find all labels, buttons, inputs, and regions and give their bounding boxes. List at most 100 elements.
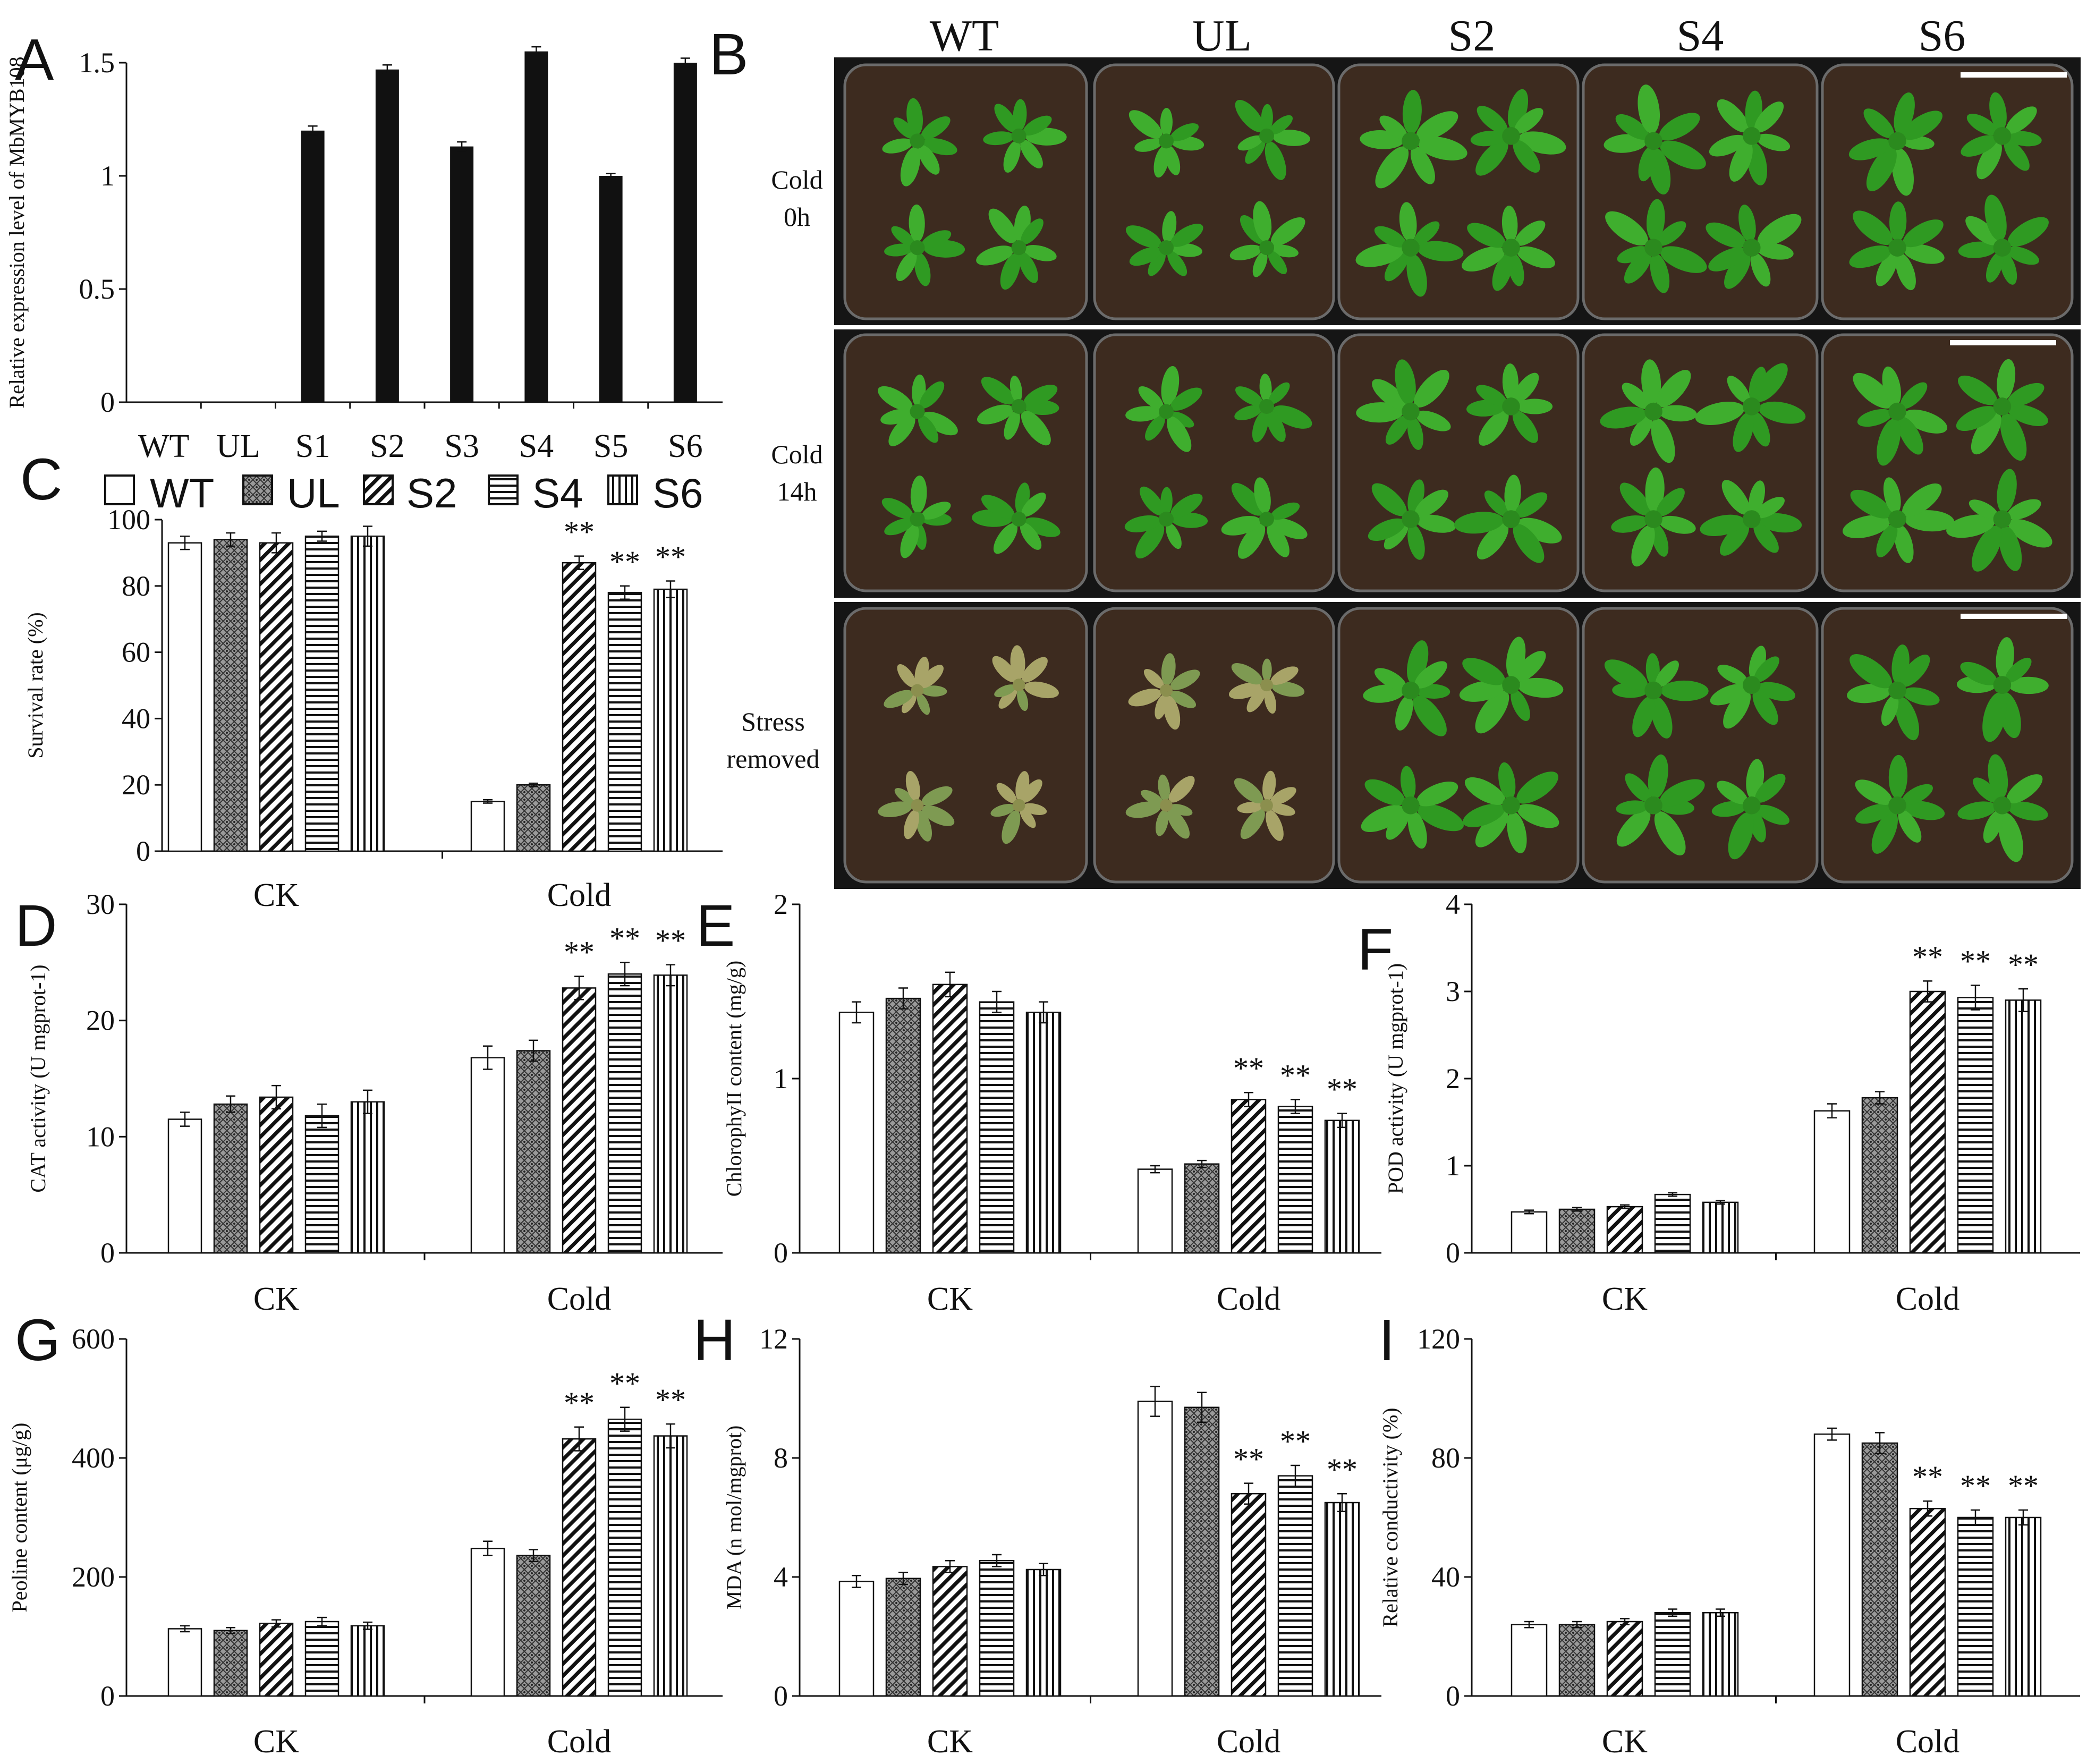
photo-row-divider (834, 598, 2081, 602)
plant-leaf (1986, 252, 2004, 283)
plant-center (1888, 132, 1906, 150)
plant-leaf (1416, 514, 1456, 533)
plant-leaf (1876, 523, 1898, 557)
legend-swatch-wt (104, 474, 135, 505)
bar-s4-ck (304, 1621, 340, 1697)
bar-s6-ck (1025, 1568, 1062, 1697)
plant-leaf (917, 693, 930, 715)
plant-leaf (1717, 99, 1749, 133)
plant-leaf (1415, 410, 1451, 431)
bar-wt-ck (167, 1118, 202, 1254)
plant-leaf (905, 770, 920, 801)
y-tick-label: 400 (72, 1442, 115, 1474)
legend-label-s4: S4 (532, 470, 583, 516)
photo-column-label: S2 (1448, 11, 1496, 61)
plant-leaf (1134, 138, 1163, 152)
plant-leaf (1882, 366, 1901, 406)
plant-leaf (1659, 405, 1697, 422)
plant-leaf (1738, 205, 1756, 242)
plant-leaf (1140, 486, 1165, 516)
plant-leaf (1891, 148, 1914, 196)
photo-column-label: WT (930, 11, 999, 61)
x-group-label: CK (253, 1281, 299, 1317)
plant-leaf (1983, 810, 2003, 843)
plant-leaf (1755, 774, 1786, 803)
pot (1821, 63, 2074, 320)
panel-label-h: H (693, 1308, 735, 1373)
plant-leaf (1615, 114, 1649, 140)
y-axis-label: MDA (n mol/mgprot) (722, 1426, 746, 1610)
bar-s2-ck (1606, 1621, 1643, 1697)
plant-leaf (1268, 382, 1290, 404)
plant-center (910, 512, 925, 527)
y-tick-label: 80 (1431, 1442, 1460, 1474)
plant-leaf (1262, 770, 1276, 801)
plant-leaf (1754, 656, 1779, 683)
plant-leaf (1470, 131, 1506, 147)
plant-leaf (1169, 690, 1197, 708)
panel-label-e: E (696, 893, 735, 959)
significance-marker: ** (655, 539, 686, 574)
plant-leaf (1021, 657, 1048, 683)
plant-leaf (884, 518, 913, 536)
plant-leaf (1996, 637, 2014, 679)
plant-leaf (881, 498, 913, 519)
significance-marker: ** (1233, 1442, 1264, 1477)
x-tick-label: S6 (668, 428, 702, 464)
bar-ul-ck (885, 1578, 921, 1697)
plant-leaf (878, 801, 912, 818)
y-tick-label: 0 (100, 1237, 115, 1269)
bar-wt-cold (470, 1547, 505, 1697)
y-tick-label: 4 (1446, 888, 1460, 920)
plant-leaf (1414, 370, 1449, 408)
plant-leaf (1516, 246, 1555, 268)
pot (1337, 607, 1580, 884)
plant-leaf (1513, 524, 1545, 563)
bar-s2-cold (562, 987, 597, 1254)
legend-swatch-s2 (363, 474, 394, 505)
plant-leaf (1645, 653, 1660, 686)
plant-center (1743, 796, 1761, 815)
plant-leaf (1619, 482, 1651, 516)
plant-leaf (2007, 246, 2039, 265)
plant-leaf (1898, 810, 1922, 843)
plant-leaf (1976, 141, 2002, 180)
photo-column-label: UL (1192, 11, 1252, 61)
plant-center (1888, 681, 1906, 700)
plant-leaf (1956, 406, 1997, 431)
plant-leaf (1651, 418, 1675, 463)
photo-row-label: 14h (777, 477, 817, 506)
plant-leaf (1755, 497, 1785, 519)
plant-leaf (998, 687, 1017, 709)
y-axis-label: Peoline content (μg/g) (7, 1423, 31, 1613)
photo-column-label: S6 (1919, 11, 1966, 61)
photo-panel-b (834, 57, 2081, 889)
bar-wt-ck (838, 1581, 875, 1697)
plant-leaf (1129, 110, 1163, 139)
plant-leaf (1853, 372, 1893, 409)
chart-d-cat: 0 10 20 30 CAT activity (U mgprot-1) CK ** ** **… (26, 888, 723, 1317)
plant-leaf (1477, 106, 1508, 134)
plant-leaf (1969, 499, 1998, 519)
plant-leaf (1903, 244, 1945, 264)
plant-leaf (1515, 492, 1548, 518)
plant-leaf (906, 98, 923, 135)
x-tick-label: UL (216, 428, 260, 464)
pot (1093, 607, 1335, 884)
bar-s6-cold (653, 588, 688, 852)
plant-leaf (1638, 84, 1660, 134)
plant-center (1888, 239, 1906, 257)
plant-leaf (994, 684, 1016, 698)
plant-center (1260, 799, 1273, 812)
plant-leaf (994, 104, 1017, 133)
x-group-label: Cold (1217, 1724, 1281, 1760)
plant-leaf (1709, 134, 1746, 157)
y-axis-label: ChlorophyII content (mg/g) (722, 961, 746, 1197)
plant-leaf (1654, 811, 1686, 855)
plant-leaf (1375, 146, 1409, 189)
plant-leaf (1757, 133, 1791, 151)
plant-leaf (1706, 222, 1746, 248)
plant-leaf (1998, 812, 2023, 862)
bar-s6 (673, 63, 697, 402)
